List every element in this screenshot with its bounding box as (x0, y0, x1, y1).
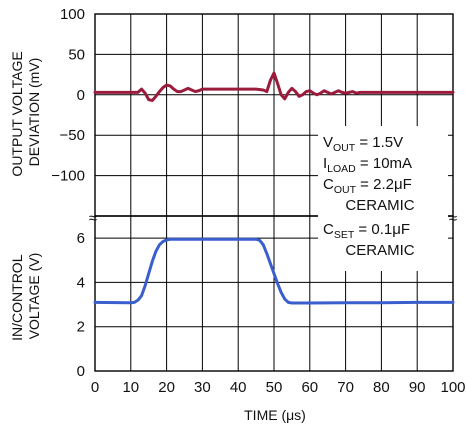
annotation-vout: VOUT = 1.5V (323, 134, 403, 154)
x-tick-label: 50 (266, 379, 283, 396)
y-tick-label: 0 (77, 363, 85, 380)
y-tick-label: −50 (60, 127, 85, 144)
bottom-ylabel: IN/CONTROL VOLTAGE (V) (9, 251, 42, 341)
x-tick-label: 70 (337, 379, 354, 396)
annotation-cset: CSET = 0.1μF (323, 221, 410, 241)
y-tick-label: 4 (77, 274, 85, 291)
y-tick-label: 50 (68, 46, 85, 63)
y-tick-label: 6 (77, 230, 85, 247)
y-tick-label: 2 (77, 319, 85, 336)
axis-break-left: ≈ (89, 210, 97, 227)
series-group (93, 71, 455, 305)
top-ylabel-line2: DEVIATION (mV) (26, 58, 42, 167)
x-tick-label: 100 (440, 379, 465, 396)
x-tick-label: 10 (122, 379, 139, 396)
x-tick-label: 80 (373, 379, 390, 396)
annotation-iload: ILOAD = 10mA (323, 155, 412, 175)
control-voltage-line (93, 237, 455, 305)
top-ylabel: OUTPUT VOLTAGE DEVIATION (mV) (9, 47, 42, 176)
axis-break-right: ≈ (449, 210, 457, 227)
x-tick-label: 40 (230, 379, 247, 396)
annotation-background (318, 126, 448, 271)
y-tick-label: 100 (60, 6, 85, 23)
x-tick-label: 90 (409, 379, 426, 396)
x-tick-label: 20 (158, 379, 175, 396)
conditions-annotation: VOUT = 1.5V ILOAD = 10mA COUT = 2.2μF CE… (318, 126, 448, 271)
x-tick-label: 60 (301, 379, 318, 396)
top-ylabel-line1: OUTPUT VOLTAGE (9, 51, 25, 176)
x-tick-label: 0 (91, 379, 99, 396)
panel-frame (94, 215, 454, 372)
output-deviation-line (93, 71, 455, 102)
x-axis-title: TIME (μs) (244, 407, 306, 423)
y-tick-label: −100 (51, 168, 85, 185)
x-tick-label: 30 (194, 379, 211, 396)
y-tick-label: 0 (77, 87, 85, 104)
annotation-cout: COUT = 2.2μF (323, 176, 412, 196)
bottom-ylabel-line1: IN/CONTROL (9, 254, 25, 341)
bottom-ylabel-line2: VOLTAGE (V) (26, 253, 42, 340)
annotation-cout-type: CERAMIC (345, 197, 414, 214)
annotation-cset-type: CERAMIC (345, 242, 414, 259)
